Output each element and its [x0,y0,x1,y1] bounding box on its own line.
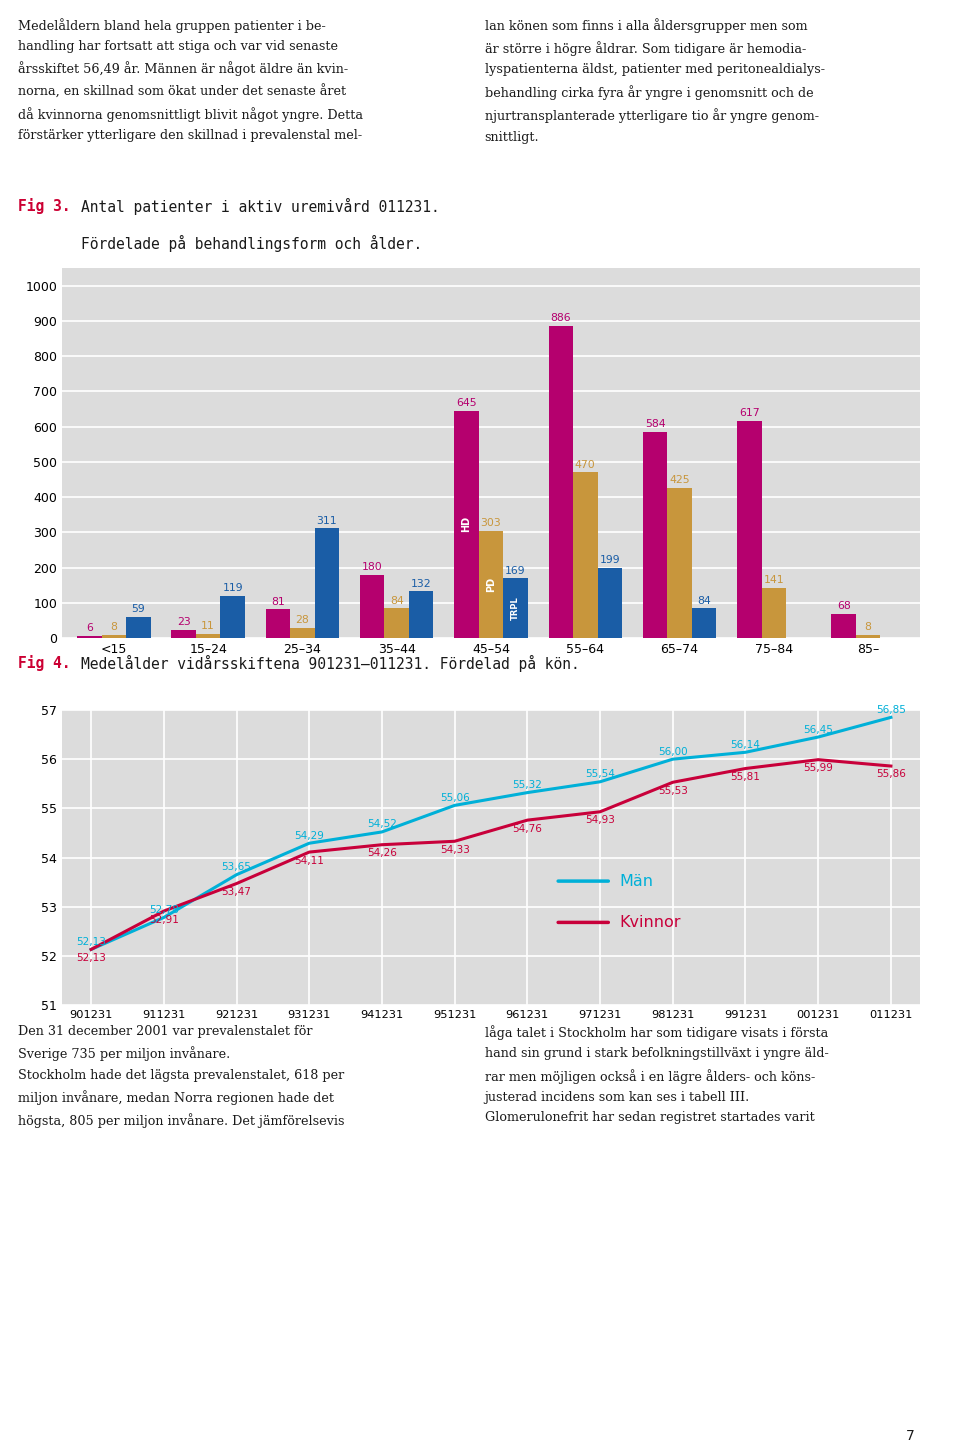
Text: 52,13: 52,13 [76,953,106,963]
Text: 54,29: 54,29 [295,831,324,841]
Text: Fördelade på behandlingsform och ålder.: Fördelade på behandlingsform och ålder. [81,235,422,253]
Bar [221,596,245,638]
Bar [503,578,528,638]
Text: 11: 11 [202,622,215,631]
Bar [409,591,434,638]
Text: 53,47: 53,47 [222,886,252,897]
Text: lan könen som finns i alla åldersgrupper men som
är större i högre åldrar. Som t: lan könen som finns i alla åldersgrupper… [485,17,825,144]
Bar [196,634,221,638]
Text: 303: 303 [481,519,501,529]
Bar [856,635,880,638]
Text: 84: 84 [390,596,403,606]
Bar [290,628,315,638]
Text: Fig 4.: Fig 4. [18,655,70,671]
Text: 54,52: 54,52 [367,819,396,830]
Bar [266,609,290,638]
Bar [77,636,102,638]
Bar [667,488,692,638]
Text: 8: 8 [110,622,117,632]
Text: 56,45: 56,45 [804,725,833,735]
Text: 645: 645 [456,398,477,408]
Text: 55,32: 55,32 [513,780,542,790]
Text: 132: 132 [411,578,432,588]
Text: HD: HD [462,516,471,532]
Text: 7: 7 [905,1428,914,1443]
Text: 54,76: 54,76 [513,824,542,834]
Text: 55,06: 55,06 [440,793,469,804]
Text: 617: 617 [739,408,759,418]
Text: 52,78: 52,78 [149,905,179,915]
Text: Medelåldern bland hela gruppen patienter i be-
handling har fortsatt att stiga o: Medelåldern bland hela gruppen patienter… [18,17,363,142]
Text: 8: 8 [865,622,872,632]
Bar [573,472,597,638]
Text: Medelålder vidårsskiftena 901231–011231. Fördelad på kön.: Medelålder vidårsskiftena 901231–011231.… [81,655,580,673]
Text: 53,65: 53,65 [222,862,252,872]
Bar [454,411,479,638]
Text: 56,00: 56,00 [658,747,687,757]
Text: 180: 180 [362,562,383,571]
Bar [479,532,503,638]
Bar [384,609,409,638]
Bar [315,529,339,638]
Bar [172,631,196,638]
Text: Den 31 december 2001 var prevalenstalet för
Sverige 735 per miljon invånare.
Sto: Den 31 december 2001 var prevalenstalet … [18,1024,345,1129]
Text: 55,81: 55,81 [731,772,760,782]
Bar [643,432,667,638]
Text: 199: 199 [599,555,620,565]
Bar [597,568,622,638]
Text: 55,86: 55,86 [876,770,906,779]
Bar [737,420,761,638]
Text: TRPL: TRPL [511,596,520,620]
Bar [126,618,151,638]
Bar [360,574,384,638]
Text: 56,85: 56,85 [876,705,906,715]
Text: 55,53: 55,53 [658,786,687,796]
Text: 54,26: 54,26 [367,849,396,859]
Text: 584: 584 [645,420,665,430]
Text: 6: 6 [85,623,93,634]
Text: 55,54: 55,54 [586,769,615,779]
Text: 54,11: 54,11 [295,856,324,866]
Text: 119: 119 [223,583,243,593]
Text: 59: 59 [132,604,145,615]
Text: 425: 425 [669,475,690,485]
Text: 23: 23 [177,618,190,628]
Text: 169: 169 [505,565,526,575]
Text: 55,99: 55,99 [804,763,833,773]
Text: 886: 886 [550,312,571,323]
Bar [102,635,126,638]
Text: 56,14: 56,14 [731,740,760,750]
Text: Kvinnor: Kvinnor [620,915,682,930]
Text: låga talet i Stockholm har som tidigare visats i första
hand sin grund i stark b: låga talet i Stockholm har som tidigare … [485,1024,828,1125]
Bar [692,609,716,638]
Text: 52,91: 52,91 [149,914,179,924]
Bar [831,615,856,638]
Text: Fig 3.: Fig 3. [18,198,70,214]
Text: 68: 68 [837,602,851,612]
Text: 54,93: 54,93 [586,815,615,825]
Text: 84: 84 [697,596,711,606]
Text: 470: 470 [575,459,595,469]
Text: 54,33: 54,33 [440,844,469,854]
Text: Antal patienter i aktiv uremivård 011231.: Antal patienter i aktiv uremivård 011231… [81,198,440,215]
Text: 311: 311 [317,516,337,526]
Text: 52,13: 52,13 [76,937,106,947]
Bar [548,325,573,638]
Text: 28: 28 [296,615,309,625]
Bar [761,588,786,638]
Text: Män: Män [620,873,654,889]
Text: PD: PD [486,577,496,593]
Text: 81: 81 [271,597,285,607]
Text: 141: 141 [763,575,784,586]
